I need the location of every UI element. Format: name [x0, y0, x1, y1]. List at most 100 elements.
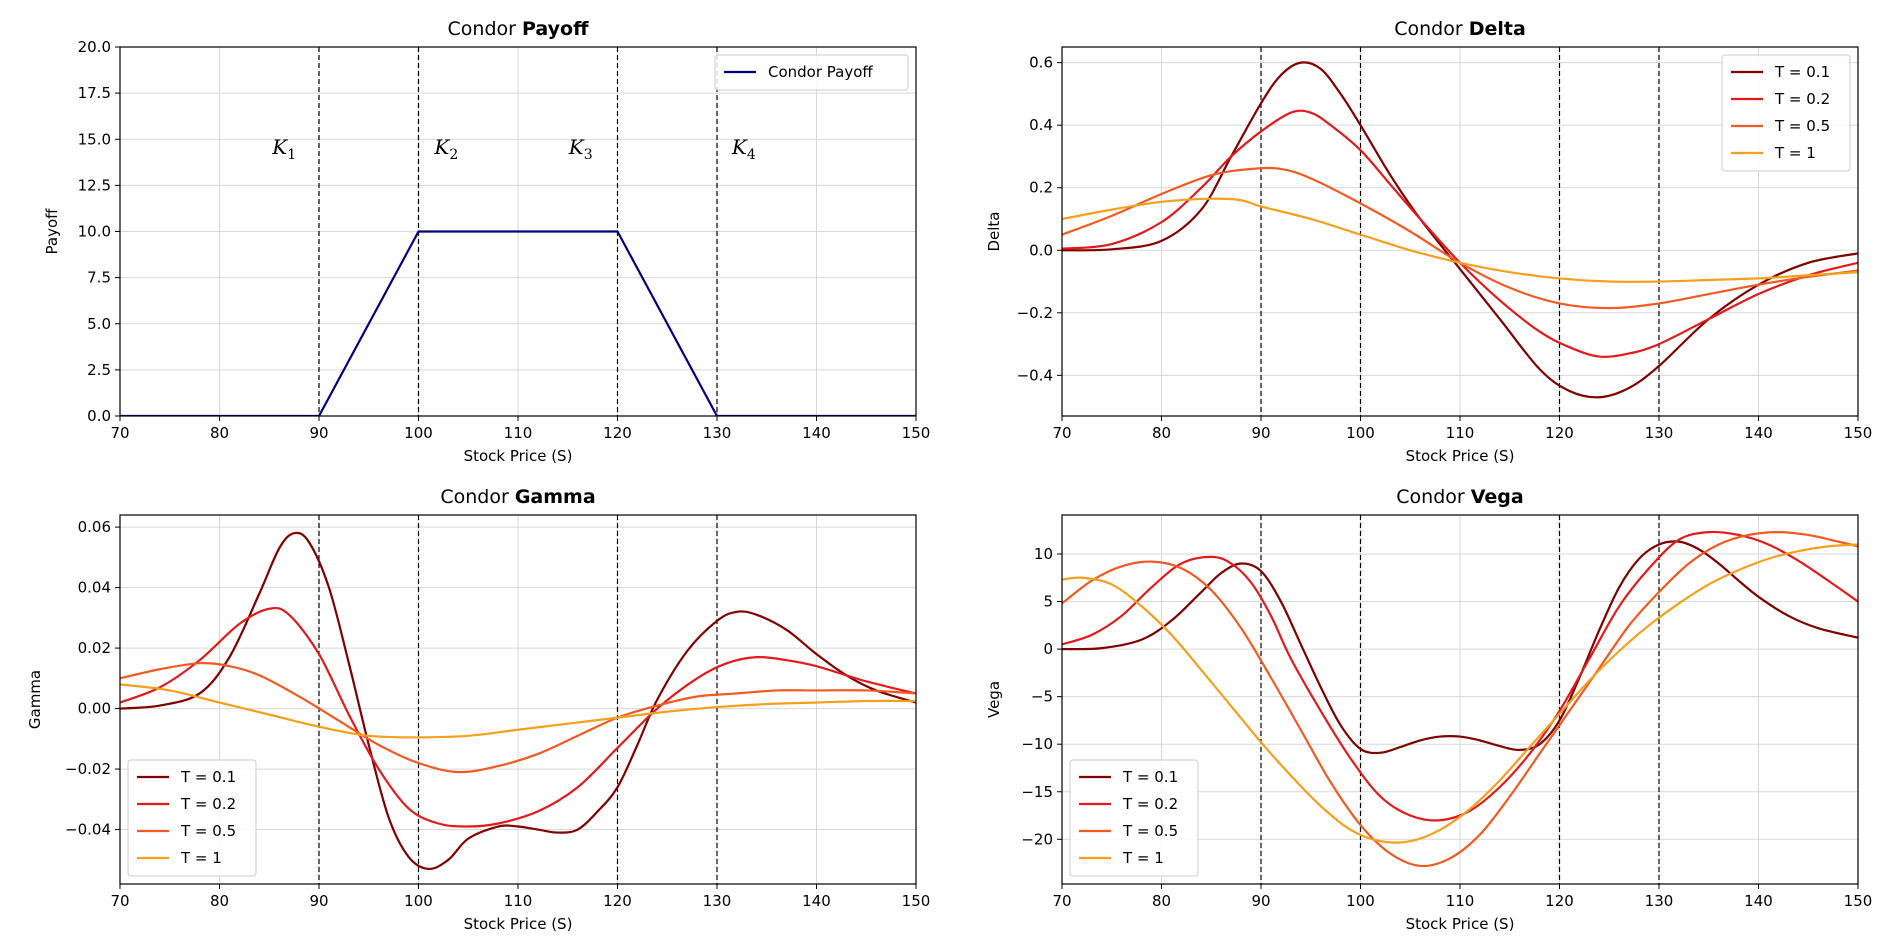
- strike-label: K3: [568, 135, 593, 163]
- x-tick-label: 110: [1446, 892, 1475, 910]
- series-line: [1062, 540, 1858, 755]
- legend-label: T = 0.2: [180, 795, 236, 813]
- legend-label: T = 0.2: [1774, 90, 1830, 108]
- series-group: [1062, 61, 1858, 399]
- y-tick-label: 10: [1034, 545, 1053, 563]
- x-tick-label: 130: [703, 892, 732, 910]
- y-tick-label: 0.6: [1029, 54, 1053, 72]
- y-tick-label: −0.2: [1017, 304, 1053, 322]
- series-group: [1062, 530, 1858, 868]
- x-tick-label: 140: [1744, 892, 1773, 910]
- legend-box: [1069, 759, 1199, 877]
- legend-box: [127, 759, 257, 877]
- y-tick-label: 5: [1043, 593, 1053, 611]
- x-tick-label: 70: [1052, 424, 1071, 442]
- series-line: [1062, 530, 1858, 822]
- chart-title-bold: Vega: [1471, 486, 1524, 508]
- x-tick-label: 150: [902, 892, 931, 910]
- y-axis-label: Gamma: [26, 670, 44, 729]
- y-tick-label: 17.5: [78, 84, 111, 102]
- series-group: [120, 531, 916, 870]
- y-tick-label: 5.0: [87, 315, 111, 333]
- chart-title-prefix: Condor: [440, 486, 514, 508]
- y-tick-label: −5: [1031, 688, 1053, 706]
- chart-title-prefix: Condor: [448, 18, 522, 40]
- y-tick-label: 2.5: [87, 361, 111, 379]
- legend-label: T = 0.5: [180, 822, 236, 840]
- x-tick-label: 110: [1446, 424, 1475, 442]
- x-tick-label: 70: [110, 892, 129, 910]
- x-tick-label: 130: [1645, 424, 1674, 442]
- y-axis-label: Vega: [985, 681, 1003, 718]
- y-tick-label: 0.02: [78, 639, 111, 657]
- panel-gamma-chart: 70 80 90 100 110 120 130 140 150 −0.04 −0.02 0.00 0.…: [26, 486, 930, 933]
- x-axis-label: Stock Price (S): [464, 447, 573, 465]
- x-tick-label: 120: [1545, 424, 1574, 442]
- x-tick-label: 150: [902, 424, 931, 442]
- y-tick-label: 0.04: [78, 579, 111, 597]
- chart-title: Condor Delta: [1394, 18, 1526, 40]
- y-tick-label: −0.04: [65, 821, 111, 839]
- strike-label-sub: 3: [584, 147, 593, 163]
- chart-title: Condor Vega: [1396, 486, 1523, 508]
- legend: T = 0.1 T = 0.2 T = 0.5 T = 1: [1069, 759, 1199, 877]
- y-tick-label: 0: [1043, 640, 1053, 658]
- legend-label: Condor Payoff: [768, 63, 873, 81]
- x-tick-label: 130: [703, 424, 732, 442]
- legend-box: [714, 54, 909, 91]
- strike-label-base: K: [731, 135, 748, 159]
- x-tick-label: 80: [1152, 424, 1171, 442]
- strike-label: K4: [731, 135, 756, 163]
- series-line: [1062, 543, 1858, 844]
- x-tick-label: 80: [1152, 892, 1171, 910]
- x-tick-label: 100: [404, 892, 433, 910]
- y-tick-label: 20.0: [78, 38, 111, 56]
- strike-label-sub: 1: [287, 147, 296, 163]
- series-line: [120, 230, 916, 416]
- series-line: [1062, 166, 1858, 310]
- y-tick-label: −15: [1021, 783, 1053, 801]
- legend-label: T = 0.1: [1774, 63, 1830, 81]
- y-tick-label: 12.5: [78, 176, 111, 194]
- legend-label: T = 1: [1122, 849, 1164, 867]
- legend: T = 0.1 T = 0.2 T = 0.5 T = 1: [1721, 54, 1851, 172]
- series-line: [1062, 531, 1858, 868]
- y-tick-label: 7.5: [87, 269, 111, 287]
- x-tick-label: 150: [1844, 892, 1873, 910]
- series-line: [120, 683, 916, 739]
- y-tick-label: −10: [1021, 735, 1053, 753]
- legend-label: T = 0.1: [180, 768, 236, 786]
- legend: Condor Payoff: [714, 54, 909, 91]
- x-tick-label: 130: [1645, 892, 1674, 910]
- series-line: [120, 662, 916, 774]
- x-tick-label: 70: [110, 424, 129, 442]
- y-tick-label: 0.4: [1029, 116, 1053, 134]
- y-tick-label: 10.0: [78, 223, 111, 241]
- y-tick-label: 15.0: [78, 130, 111, 148]
- x-tick-label: 110: [504, 424, 533, 442]
- x-axis-label: Stock Price (S): [1406, 915, 1515, 933]
- y-tick-label: 0.0: [1029, 241, 1053, 259]
- chart-title: Condor Gamma: [440, 486, 595, 508]
- y-tick-label: 0.00: [78, 700, 111, 718]
- x-tick-label: 90: [309, 892, 328, 910]
- x-tick-label: 120: [1545, 892, 1574, 910]
- x-tick-label: 90: [309, 424, 328, 442]
- x-axis-label: Stock Price (S): [464, 915, 573, 933]
- y-tick-label: −0.02: [65, 760, 111, 778]
- y-axis-label: Payoff: [43, 208, 61, 255]
- x-tick-label: 140: [802, 892, 831, 910]
- legend-label: T = 0.2: [1122, 795, 1178, 813]
- y-tick-label: 0.0: [87, 407, 111, 425]
- series-line: [120, 531, 916, 870]
- x-axis-label: Stock Price (S): [1406, 447, 1515, 465]
- x-tick-label: 100: [1346, 892, 1375, 910]
- legend-label: T = 0.1: [1122, 768, 1178, 786]
- y-tick-label: −20: [1021, 830, 1053, 848]
- strike-label-base: K: [271, 135, 288, 159]
- strike-label-base: K: [433, 135, 450, 159]
- x-tick-label: 140: [1744, 424, 1773, 442]
- x-tick-label: 70: [1052, 892, 1071, 910]
- legend: T = 0.1 T = 0.2 T = 0.5 T = 1: [127, 759, 257, 877]
